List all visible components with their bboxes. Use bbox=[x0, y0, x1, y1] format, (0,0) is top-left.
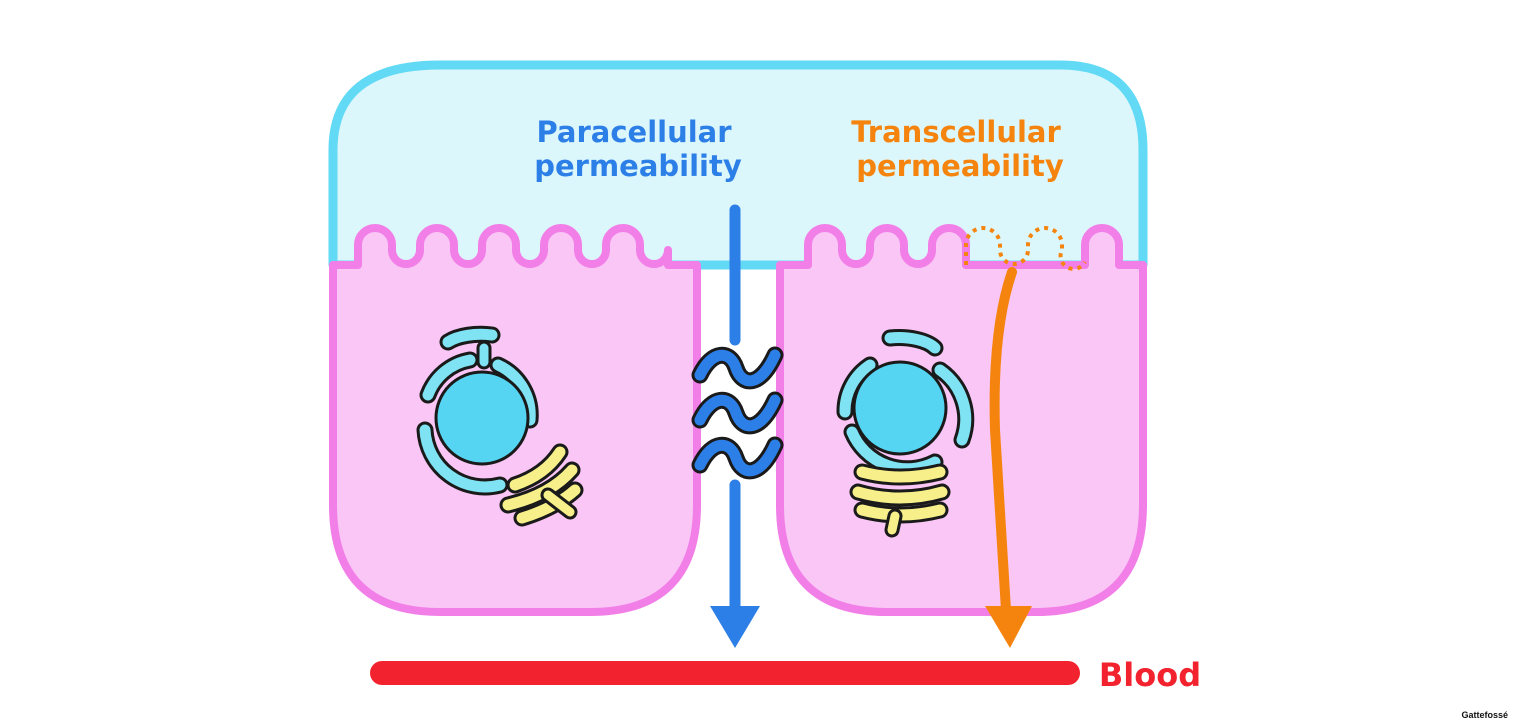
tight-junction-proteins bbox=[691, 346, 784, 480]
left-endoplasmic-reticulum bbox=[416, 325, 539, 496]
right-nucleus bbox=[852, 360, 948, 456]
blood-label: Blood bbox=[1099, 656, 1201, 694]
transcellular-label-line1: Transcellular bbox=[851, 115, 1061, 149]
transcellular-arrow bbox=[985, 267, 1032, 648]
transcellular-label-line2: permeability bbox=[856, 149, 1064, 183]
left-golgi-apparatus bbox=[499, 443, 584, 527]
paracellular-label-line2: permeability bbox=[534, 149, 742, 183]
right-endoplasmic-reticulum bbox=[836, 329, 975, 478]
right-golgi-apparatus bbox=[849, 463, 951, 538]
paracellular-label-line1: Paracellular bbox=[536, 115, 732, 149]
left-nucleus bbox=[434, 370, 530, 466]
credit-logo: Gattefossé bbox=[1461, 710, 1508, 720]
paracellular-arrow bbox=[710, 204, 760, 648]
lumen-region bbox=[328, 60, 1148, 270]
